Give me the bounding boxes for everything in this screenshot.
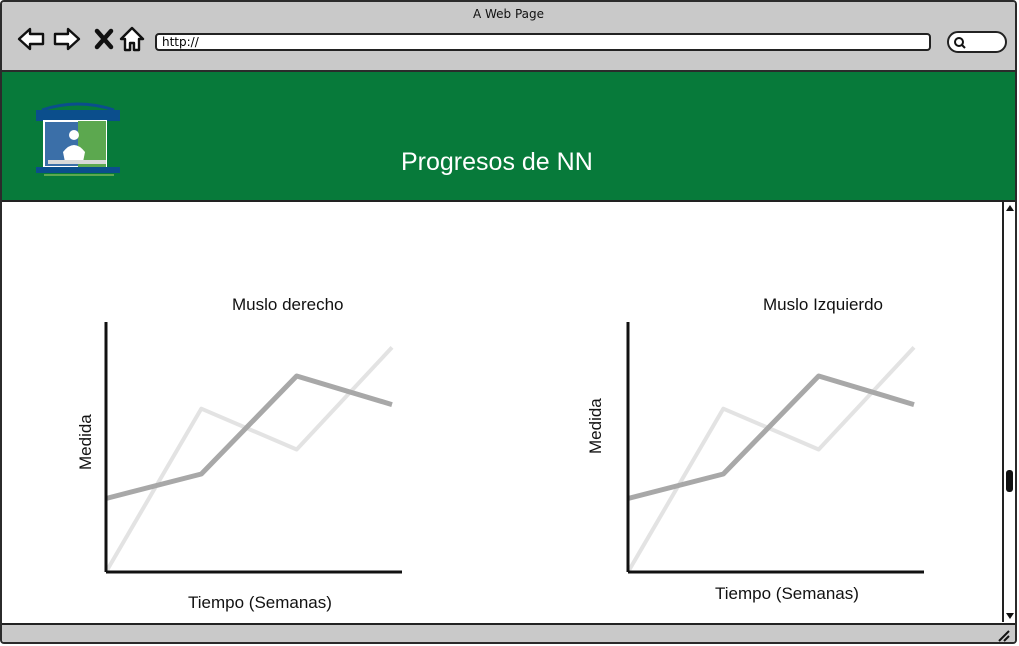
gym-logo-icon xyxy=(36,102,120,176)
scroll-down-icon[interactable] xyxy=(1005,612,1015,620)
page-header: Progresos de NN xyxy=(2,72,1015,202)
search-icon xyxy=(954,37,966,49)
y-axis-label-right-thigh: Medida xyxy=(76,414,95,470)
url-input[interactable]: http:// xyxy=(155,33,931,51)
x-axis-label-right-thigh: Tiempo (Semanas) xyxy=(188,593,332,612)
series-line-1 xyxy=(627,373,915,501)
chart-right-thigh xyxy=(104,322,402,574)
back-arrow-icon[interactable] xyxy=(16,24,46,54)
resize-grip-icon[interactable] xyxy=(995,628,1011,642)
window-title: A Web Page xyxy=(472,7,545,21)
close-icon[interactable] xyxy=(90,24,120,54)
home-icon[interactable] xyxy=(117,24,147,54)
scroll-up-icon[interactable] xyxy=(1005,204,1015,212)
x-axis-label-left-thigh: Tiempo (Semanas) xyxy=(715,584,859,603)
series-line-1 xyxy=(105,373,393,501)
chart-title-right-thigh: Muslo derecho xyxy=(232,295,344,314)
chart-left-thigh xyxy=(626,322,924,574)
forward-arrow-icon[interactable] xyxy=(52,24,82,54)
page-title: Progresos de NN xyxy=(401,148,593,176)
y-axis-label-left-thigh: Medida xyxy=(586,398,605,454)
browser-titlebar: A Web Page http:// xyxy=(2,2,1015,72)
series-line-0 xyxy=(104,346,394,574)
chart-title-left-thigh: Muslo Izquierdo xyxy=(763,295,884,314)
vertical-scrollbar[interactable] xyxy=(1002,202,1015,622)
status-bar xyxy=(2,623,1015,642)
scrollbar-thumb[interactable] xyxy=(1006,470,1013,492)
page-content: Muslo derecho Medida Tiempo (Semanas) Mu… xyxy=(2,202,1000,622)
search-field[interactable] xyxy=(947,31,1007,53)
series-line-0 xyxy=(626,346,916,574)
